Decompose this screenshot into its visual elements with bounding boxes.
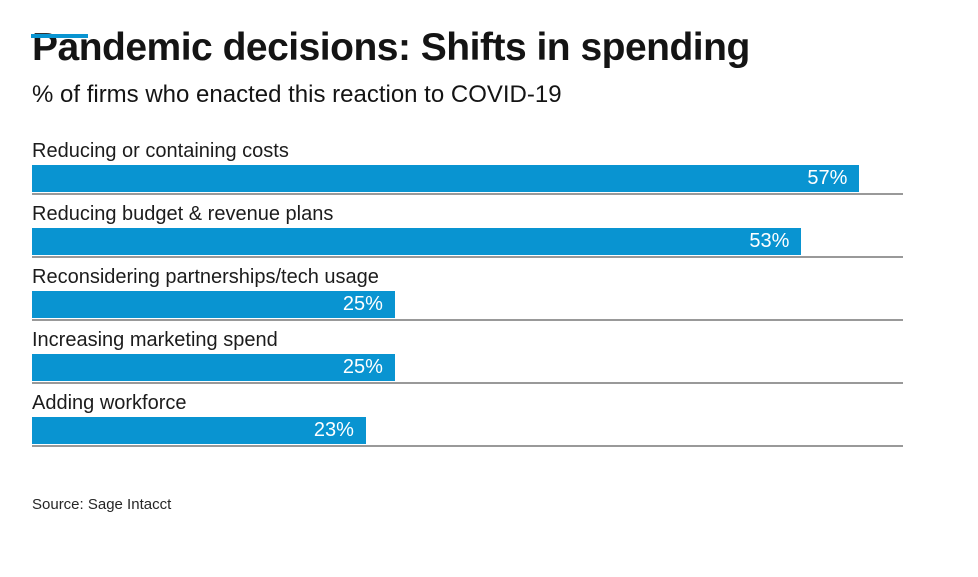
chart-card: Pandemic decisions: Shifts in spending %… [0,26,978,513]
bar: 23% [32,416,366,444]
bar-row: Increasing marketing spend 25% [32,328,903,384]
bar-row: Reducing or containing costs 57% [32,139,903,195]
bar: 57% [32,164,860,192]
bar-category-label: Reducing or containing costs [32,139,289,162]
bar-row: Reducing budget & revenue plans 53% [32,202,903,258]
chart-subtitle: % of firms who enacted this reaction to … [32,81,562,109]
bar-category-label: Increasing marketing spend [32,328,278,351]
source-credit: Source: Sage Intacct [32,495,172,513]
bar-value-label: 25% [342,356,383,379]
separator-line [32,255,903,258]
bar-category-label: Adding workforce [32,391,187,414]
bar-value-label: 23% [313,419,354,442]
bar-track: 57% [32,164,903,192]
bar-chart: Reducing or containing costs 57% Reducing … [32,139,903,447]
bar-row: Adding workforce 23% [32,391,903,447]
chart-title: Pandemic decisions: Shifts in spending [32,26,750,69]
bar-track: 25% [32,290,903,318]
bar-category-label: Reconsidering partnerships/tech usage [32,265,379,288]
bar-value-label: 53% [749,230,790,253]
bar-rows: Reducing or containing costs 57% Reducing … [32,139,903,447]
bar: 53% [32,227,802,255]
bar-row: Reconsidering partnerships/tech usage 25% [32,265,903,321]
separator-line [32,318,903,321]
separator-line [32,381,903,384]
bar-category-label: Reducing budget & revenue plans [32,202,334,225]
bar: 25% [32,290,395,318]
bar-value-label: 57% [807,167,848,190]
brand-accent-dash [31,34,88,38]
bar: 25% [32,353,395,381]
separator-line [32,444,903,447]
separator-line [32,192,903,195]
bar-track: 53% [32,227,903,255]
bar-track: 23% [32,416,903,444]
bar-value-label: 25% [342,293,383,316]
bar-track: 25% [32,353,903,381]
